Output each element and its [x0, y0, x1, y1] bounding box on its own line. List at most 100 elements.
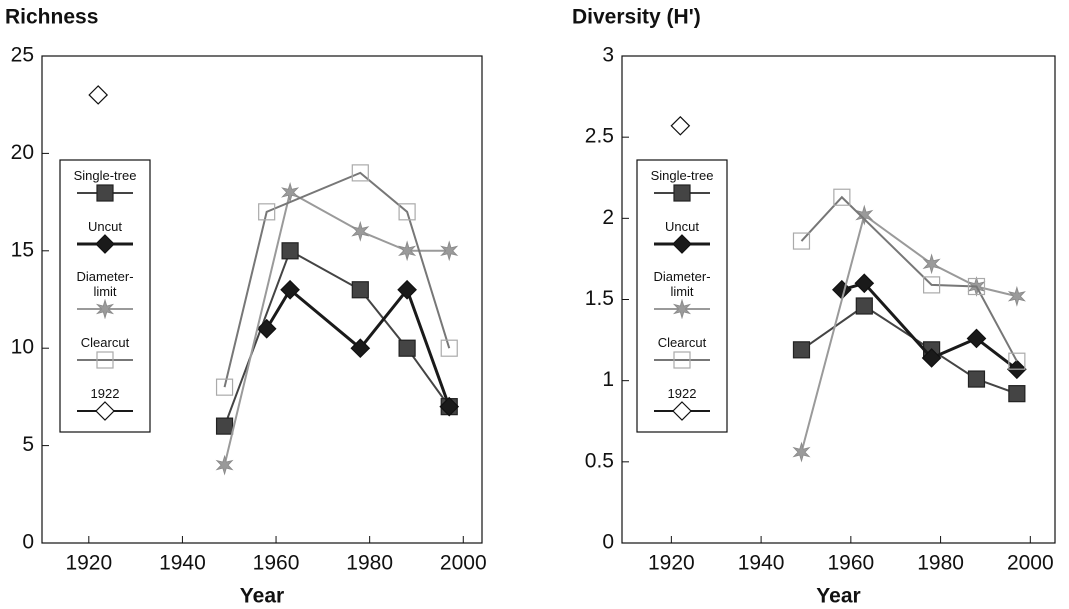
legend-entry: Clearcut: [70, 335, 140, 373]
x-tick-label: 1980: [917, 552, 964, 575]
marker: [96, 351, 114, 369]
legend-box: [636, 159, 728, 433]
x-axis-label: Year: [816, 585, 860, 608]
legend-entry: Uncut: [70, 219, 140, 257]
marker: [1007, 285, 1026, 307]
marker: [855, 297, 873, 315]
legend-entry: 1922: [647, 386, 717, 424]
marker: [215, 417, 234, 435]
legend-entry: Single-tree: [647, 168, 717, 206]
legend-entry: 1922: [70, 386, 140, 424]
y-tick-label: 0: [22, 531, 34, 554]
marker: [280, 279, 300, 300]
y-tick-label: 25: [11, 44, 34, 67]
chart-title: Diversity (H'): [572, 6, 701, 29]
marker: [967, 277, 986, 296]
x-tick-label: 2000: [1007, 552, 1054, 575]
marker: [673, 184, 691, 202]
y-tick-label: 3: [602, 44, 614, 67]
marker: [967, 370, 986, 388]
marker: [833, 188, 851, 206]
marker: [792, 232, 811, 250]
legend: Single-tree Uncut Diameter-limit Clearcut 19…: [62, 162, 148, 430]
legend-entry: Diameter-limit: [647, 269, 717, 322]
legend-label: Clearcut: [657, 335, 707, 351]
marker: [351, 220, 370, 242]
legend-swatch: [654, 299, 710, 320]
legend-entry: Single-tree: [70, 168, 140, 206]
marker: [672, 400, 692, 421]
series-line: [223, 171, 451, 388]
plot-frame: [41, 55, 483, 544]
marker: [673, 351, 691, 369]
marker: [95, 299, 115, 320]
legend: Single-tree Uncut Diameter-limit Clearcut 19…: [639, 162, 725, 430]
y-tick-label: 5: [22, 433, 34, 456]
marker: [351, 164, 369, 182]
legend-label: Single-tree: [73, 168, 137, 184]
x-tick-label: 1920: [65, 552, 112, 575]
y-tick-label: 0: [602, 531, 614, 554]
y-tick-label: 2: [602, 206, 614, 229]
legend-swatch: [77, 184, 133, 202]
legend-label: Uncut: [88, 218, 122, 234]
marker: [398, 339, 416, 357]
marker: [95, 400, 115, 421]
series-line: [223, 249, 451, 427]
legend-label: Uncut: [665, 218, 699, 234]
marker: [258, 203, 276, 221]
legend-swatch: [77, 351, 133, 369]
legend-swatch: [77, 400, 133, 421]
x-tick-label: 1920: [648, 552, 695, 575]
legend-entry: Clearcut: [647, 335, 717, 373]
marker: [922, 253, 941, 275]
marker: [88, 85, 109, 105]
marker: [1008, 352, 1026, 370]
legend-label: Single-tree: [650, 168, 714, 184]
legend-box: [59, 159, 151, 433]
y-tick-label: 1.5: [585, 287, 614, 310]
marker: [672, 234, 692, 254]
marker: [670, 115, 691, 136]
x-tick-label: 1940: [159, 552, 206, 575]
legend-items: Single-tree Uncut Diameter-limit Clearcut 19…: [62, 162, 148, 430]
marker: [350, 338, 371, 359]
legend-swatch: [654, 184, 710, 202]
legend-label: 1922: [667, 385, 697, 401]
legend-items: Single-tree Uncut Diameter-limit Clearcut 19…: [639, 162, 725, 430]
legend-entry: Uncut: [647, 219, 717, 257]
marker: [281, 242, 299, 260]
marker: [792, 441, 811, 463]
marker: [351, 281, 369, 299]
marker: [672, 299, 692, 320]
legend-label: Diameter-limit: [653, 269, 711, 300]
y-tick-label: 15: [11, 238, 34, 261]
marker: [921, 348, 942, 368]
x-axis-label: Year: [240, 585, 284, 608]
marker: [398, 203, 416, 221]
legend-entry: Diameter-limit: [70, 269, 140, 322]
legend-label: Diameter-limit: [76, 269, 134, 300]
marker: [923, 276, 941, 294]
x-tick-label: 1960: [253, 552, 300, 575]
marker: [96, 184, 114, 202]
marker: [966, 328, 987, 349]
x-tick-label: 1940: [738, 552, 785, 575]
marker: [95, 234, 115, 254]
marker: [439, 396, 460, 417]
y-tick-label: 10: [11, 336, 34, 359]
marker: [215, 454, 234, 476]
series-line: [800, 195, 1018, 362]
marker: [398, 240, 417, 262]
legend-label: Clearcut: [80, 335, 130, 351]
legend-swatch: [654, 400, 710, 421]
chart-title: Richness: [5, 6, 98, 29]
marker: [1008, 385, 1026, 403]
legend-swatch: [77, 234, 133, 254]
y-tick-label: 1: [602, 368, 614, 391]
marker: [440, 240, 459, 262]
marker: [256, 318, 277, 339]
marker: [854, 273, 875, 294]
